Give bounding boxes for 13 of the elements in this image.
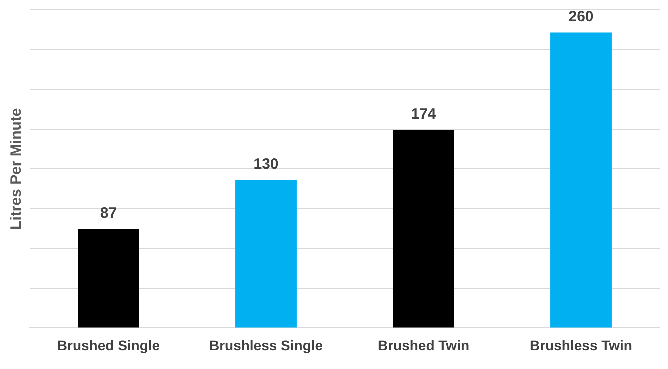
x-tick-label: Brushless Twin (530, 337, 632, 354)
data-label: 130 (254, 156, 279, 174)
x-tick-label: Brushed Twin (378, 337, 470, 354)
bar (78, 229, 140, 328)
bar (236, 180, 297, 328)
data-label: 87 (100, 204, 118, 222)
bar (550, 32, 612, 328)
x-tick-label: Brushed Single (57, 337, 160, 354)
x-tick-label: Brushless Single (209, 337, 324, 354)
y-axis-title: Litres Per Minute (8, 108, 26, 230)
bar (393, 130, 454, 328)
data-label: 174 (411, 106, 437, 124)
data-label: 260 (568, 8, 594, 26)
